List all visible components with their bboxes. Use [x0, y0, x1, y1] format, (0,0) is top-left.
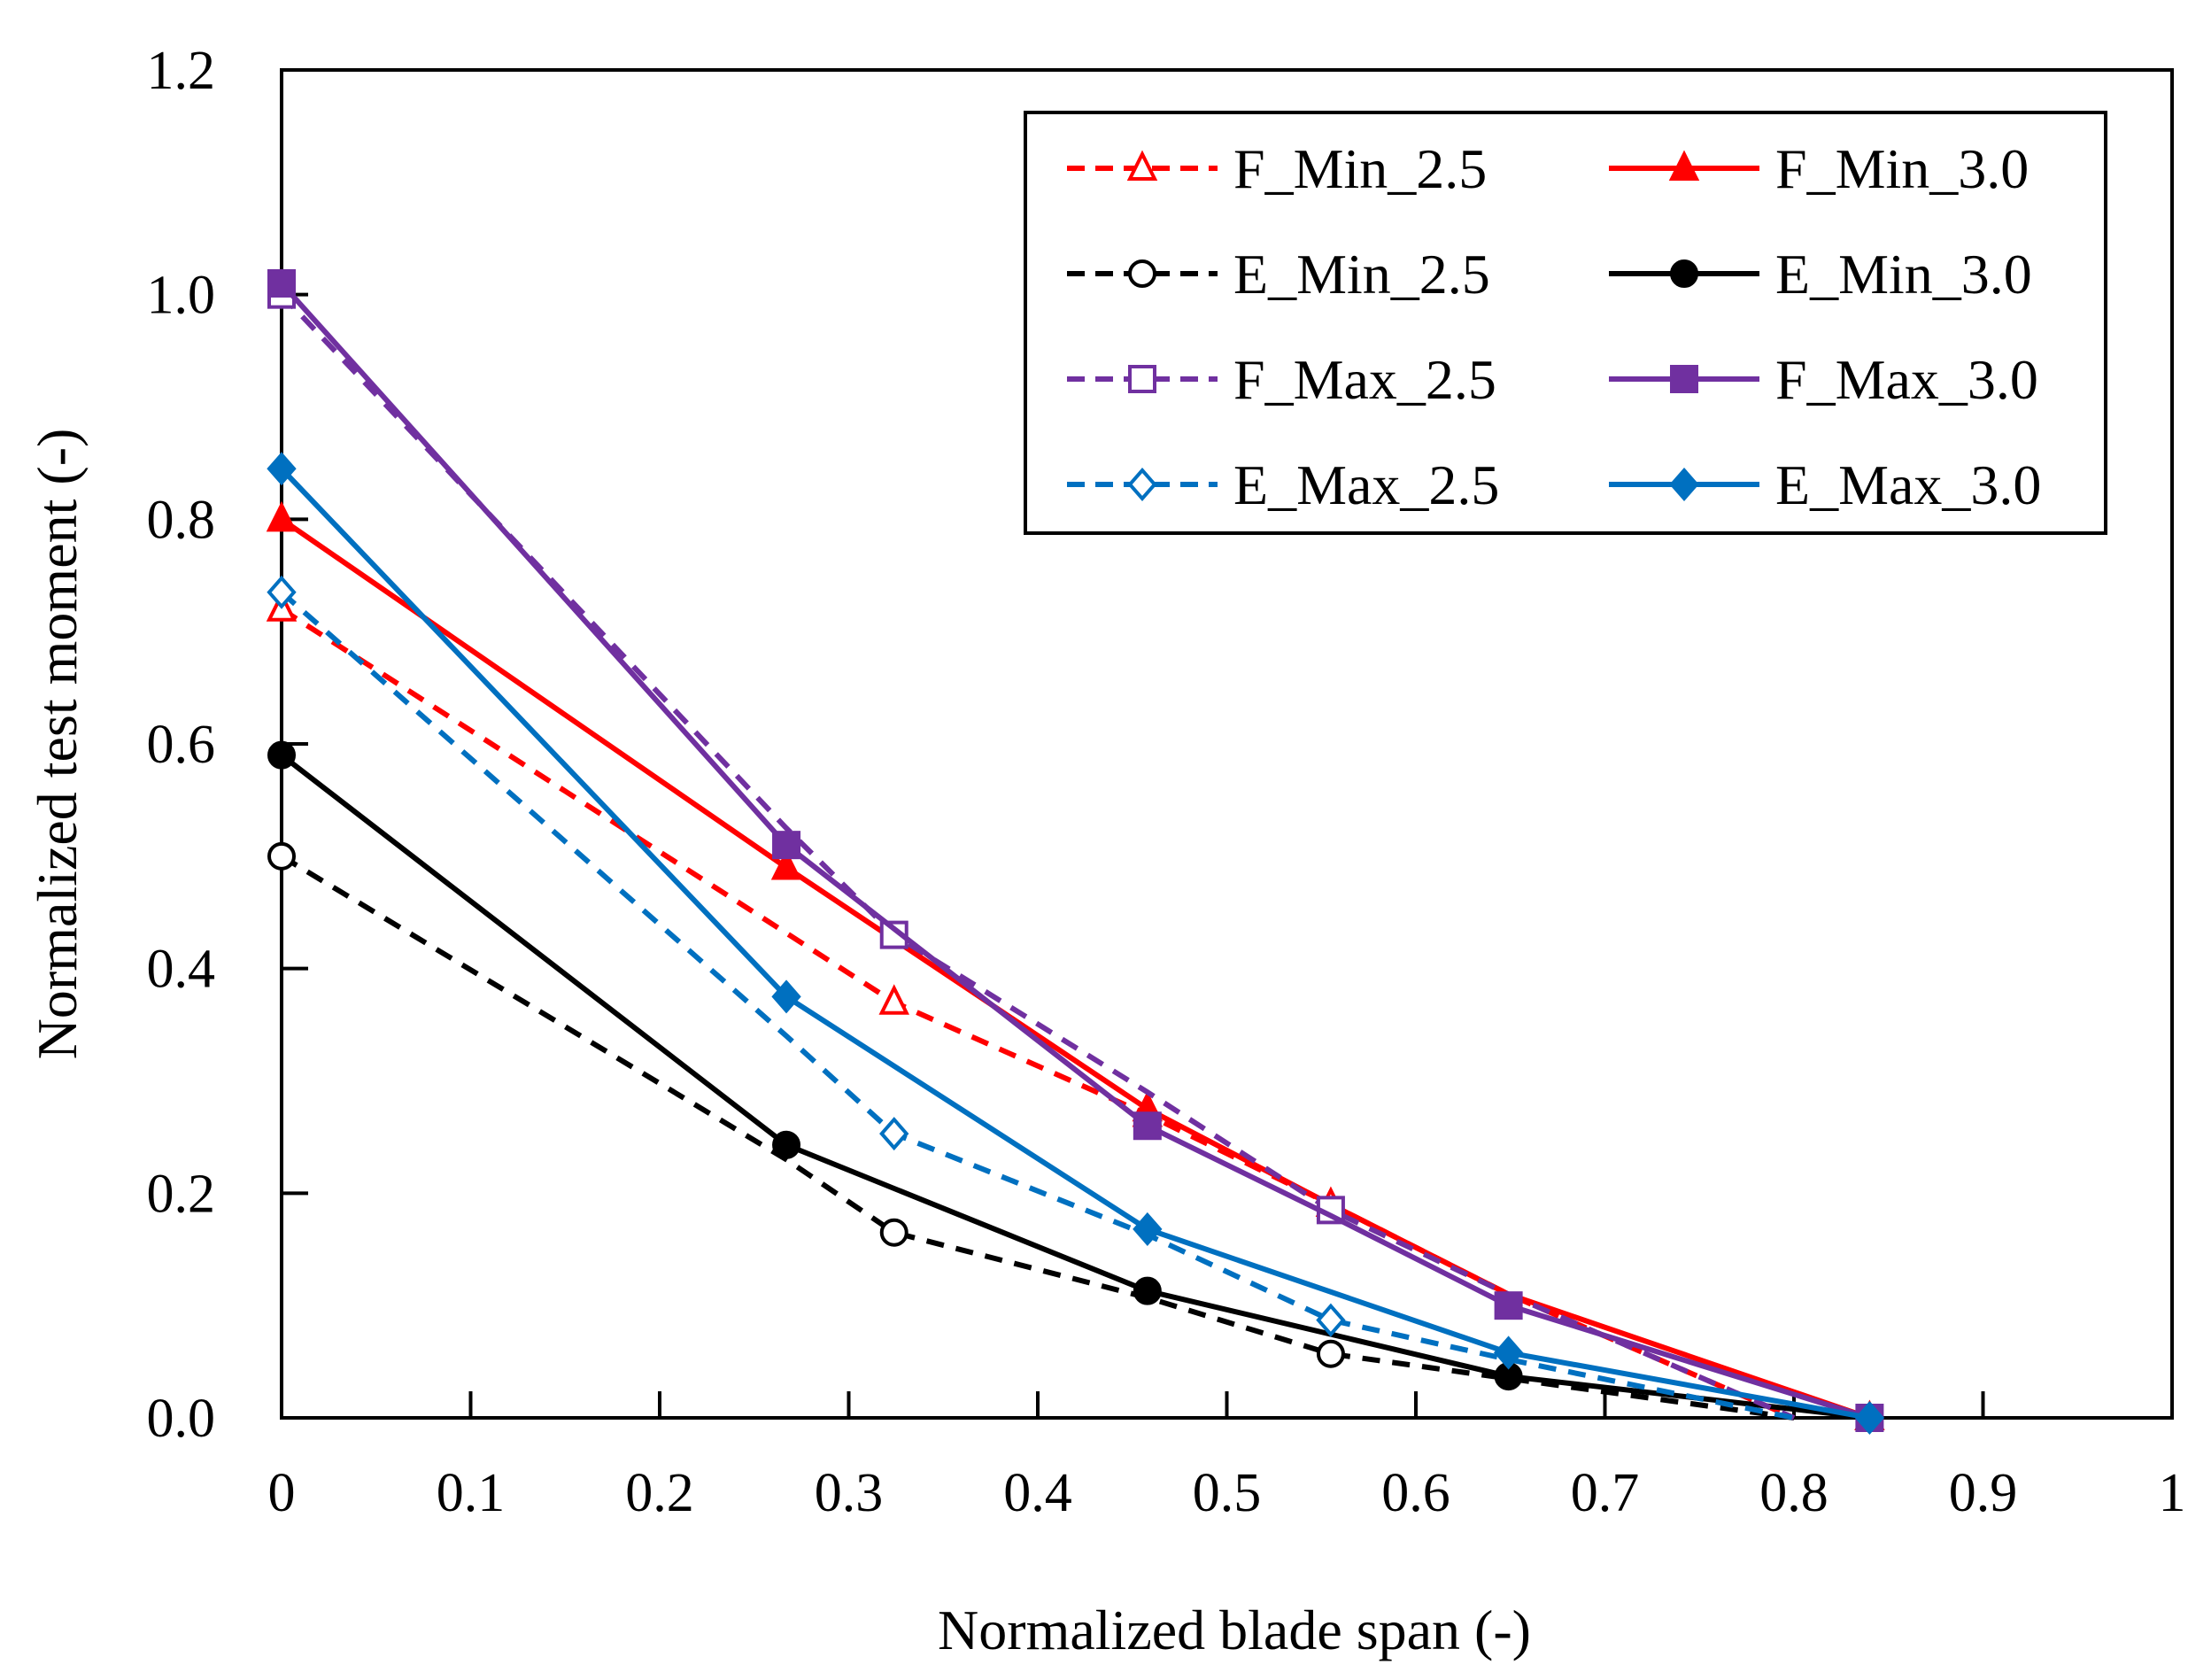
x-tick-label: 0.8 [1759, 1463, 1828, 1523]
data-point [771, 979, 801, 1014]
data-point [879, 1117, 909, 1151]
x-tick-label: 0.3 [815, 1463, 884, 1523]
data-point [1854, 1400, 1885, 1436]
y-tick-label: 0.6 [147, 715, 216, 775]
legend-label: E_Min_2.5 [1233, 243, 1490, 306]
data-point [1133, 1212, 1163, 1246]
data-point [1494, 1291, 1523, 1320]
legend-item: E_Max_3.0 [1609, 453, 2041, 516]
x-tick-label: 0.7 [1571, 1463, 1640, 1523]
legend-box [1024, 111, 2107, 535]
data-point [1133, 1111, 1162, 1141]
x-axis-label: Normalized blade span (-) [938, 1599, 1531, 1661]
legend-item: E_Max_2.5 [1067, 453, 1499, 516]
legend-label: F_Min_2.5 [1233, 137, 1487, 200]
series-line [280, 607, 1796, 1421]
legend-marker [1670, 365, 1698, 393]
data-point [879, 1218, 908, 1247]
y-tick-label: 1.2 [147, 41, 216, 101]
y-tick-label: 1.0 [147, 266, 216, 326]
data-point [267, 740, 296, 770]
legend-label: F_Max_3.0 [1775, 348, 2038, 411]
legend-label: F_Min_3.0 [1775, 137, 2029, 200]
legend-item: E_Min_2.5 [1067, 243, 1490, 306]
data-point [772, 831, 801, 860]
legend-item: E_Min_3.0 [1609, 243, 2032, 306]
data-point [267, 452, 297, 486]
legend-marker [1670, 259, 1698, 288]
legend-marker [1126, 150, 1158, 181]
legend-item: F_Min_2.5 [1067, 137, 1487, 200]
data-point [878, 984, 909, 1015]
x-tick-label: 0.5 [1193, 1463, 1262, 1523]
data-point [770, 849, 802, 880]
data-point [267, 841, 296, 871]
x-tick-label: 0 [268, 1463, 296, 1523]
data-point [1316, 1339, 1345, 1368]
y-axis-label: Normalized test moment (-) [26, 429, 89, 1060]
y-tick-label: 0.0 [147, 1389, 216, 1449]
series-line [280, 516, 1871, 1421]
data-point [267, 268, 296, 298]
legend-label: E_Max_2.5 [1233, 453, 1499, 516]
legend-label: E_Max_3.0 [1775, 453, 2041, 516]
legend-item: F_Max_2.5 [1067, 348, 1496, 411]
legend-marker [1127, 467, 1157, 502]
legend: F_Min_2.5 F_Min_3.0 E_Min_2.5 E_Min_3.0 F_Ma… [1024, 111, 2107, 535]
data-point [1316, 1303, 1346, 1337]
data-point [772, 1130, 801, 1159]
data-point [1493, 1335, 1524, 1370]
legend-item: F_Min_3.0 [1609, 137, 2029, 200]
legend-marker [1128, 365, 1156, 393]
data-point [267, 575, 297, 609]
data-point [1133, 1276, 1162, 1305]
x-tick-label: 0.6 [1381, 1463, 1450, 1523]
legend-marker [1668, 150, 1700, 181]
legend-marker [1128, 259, 1156, 288]
series-f-max-3-0 [267, 268, 1884, 1432]
legend-label: F_Max_2.5 [1233, 348, 1496, 411]
y-tick-label: 0.4 [147, 940, 216, 1000]
x-tick-label: 0.9 [1949, 1463, 2018, 1523]
legend-label: E_Min_3.0 [1775, 243, 2032, 306]
x-tick-label: 0.1 [437, 1463, 506, 1523]
x-tick-label: 1 [2159, 1463, 2186, 1523]
series-e-max-3-0 [267, 452, 1885, 1436]
y-tick-label: 0.2 [147, 1164, 216, 1224]
x-tick-label: 0.2 [625, 1463, 694, 1523]
y-tick-label: 0.8 [147, 490, 216, 550]
legend-item: F_Max_3.0 [1609, 348, 2038, 411]
x-tick-label: 0.4 [1003, 1463, 1072, 1523]
series-line [279, 281, 1871, 1421]
data-point [266, 500, 298, 532]
legend-marker [1669, 467, 1699, 502]
